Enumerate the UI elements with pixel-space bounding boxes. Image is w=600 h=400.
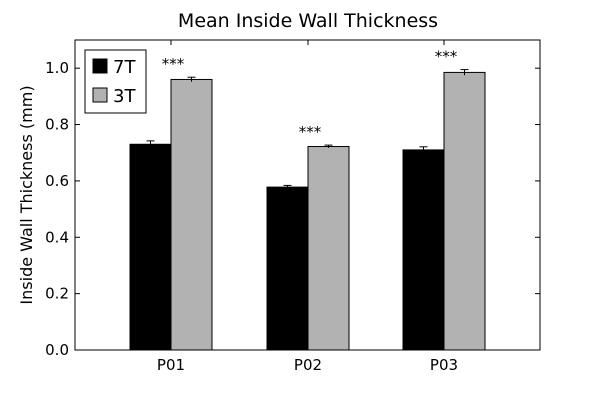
bars-layer bbox=[129, 71, 486, 351]
legend-label-3t: 3T bbox=[113, 86, 136, 107]
bar-7t-p01 bbox=[129, 143, 172, 351]
axis-ticks: 0.0 0.2 0.4 0.6 0.8 1.0 P01 P02 P03 bbox=[45, 40, 540, 374]
x-tick-label-p01: P01 bbox=[157, 356, 185, 374]
y-tick-label: 0.8 bbox=[45, 116, 69, 134]
chart-title: Mean Inside Wall Thickness bbox=[178, 10, 438, 32]
plot-frame bbox=[74, 39, 541, 351]
bar-3t-p01 bbox=[170, 78, 213, 351]
error-bars-layer bbox=[146, 69, 469, 189]
significance-annotation-p03: *** bbox=[435, 48, 458, 66]
x-tick-label-p02: P02 bbox=[294, 356, 322, 374]
bar-3t-p03 bbox=[443, 71, 486, 351]
bar-7t-p02 bbox=[266, 186, 309, 351]
legend-swatch-3t bbox=[92, 87, 108, 103]
x-tick-label-p03: P03 bbox=[430, 356, 458, 374]
bar-7t-p03 bbox=[402, 149, 445, 351]
significance-annotations: *** *** *** bbox=[162, 48, 458, 142]
y-axis-label: Inside Wall Thickness (mm) bbox=[17, 85, 36, 304]
bar-3t-p02 bbox=[307, 146, 350, 351]
y-tick-label: 1.0 bbox=[45, 59, 69, 77]
significance-annotation-p02: *** bbox=[299, 123, 322, 141]
significance-annotation-p01: *** bbox=[162, 55, 185, 73]
y-tick-label: 0.0 bbox=[45, 341, 69, 359]
y-tick-label: 0.4 bbox=[45, 228, 69, 246]
y-tick-label: 0.2 bbox=[45, 285, 69, 303]
legend-swatch-7t bbox=[92, 58, 108, 74]
legend-label-7t: 7T bbox=[113, 57, 136, 78]
y-tick-label: 0.6 bbox=[45, 172, 69, 190]
